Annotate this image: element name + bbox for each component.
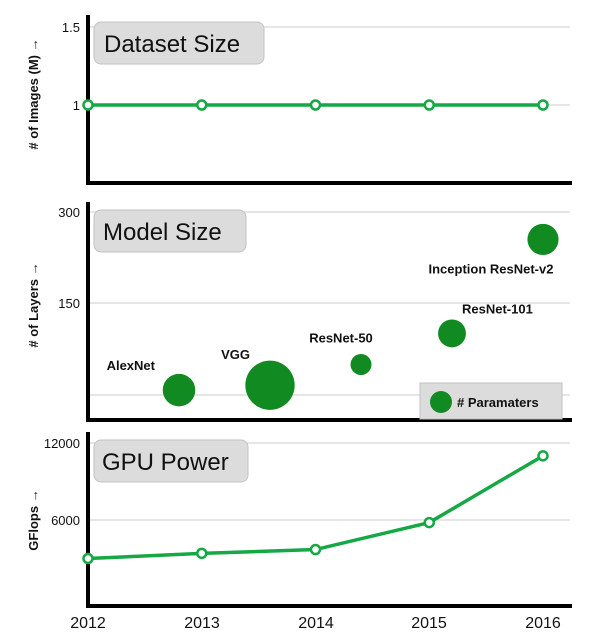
bubble-label-resnet-50: ResNet-50: [309, 331, 373, 346]
dataset-ylabel: # of Images (M) →: [26, 38, 41, 149]
gpu-point-2013: [196, 547, 208, 560]
legend-bubble: [430, 391, 452, 413]
gpu-title: GPU Power: [102, 449, 229, 476]
legend-text: # Paramaters: [457, 395, 539, 410]
dataset-point-2012: [82, 99, 94, 111]
dataset-point-2015: [423, 99, 435, 111]
bubble-alexnet: [162, 373, 196, 407]
bubble-resnet-50: [350, 354, 372, 375]
gpu-ytick-6000: 6000: [51, 513, 80, 528]
xtick-2014: 2014: [298, 615, 334, 632]
xtick-2015: 2015: [411, 615, 447, 632]
bubble-resnet-101: [438, 319, 466, 348]
bubble-vgg: [245, 360, 295, 410]
gpu-point-2016: [537, 450, 549, 462]
model-ylabel: # of Layers →: [26, 262, 41, 347]
dataset-title: Dataset Size: [104, 31, 240, 58]
bubble-label-resnet-101: ResNet-101: [462, 301, 533, 316]
bubble-inception-resnet-v2: [527, 223, 559, 256]
bubble-label-vgg: VGG: [221, 347, 250, 362]
model-title: Model Size: [103, 219, 222, 246]
gpu-point-2014: [309, 543, 322, 556]
bubble-label-inception-resnet-v2: Inception ResNet-v2: [429, 261, 554, 276]
gpu-title-box: [93, 439, 249, 483]
dataset-ytick-1.5: 1.5: [62, 20, 80, 35]
gpu-point-2012: [82, 552, 94, 565]
dataset-title-box: [93, 21, 265, 65]
xtick-2013: 2013: [184, 615, 220, 632]
model-ytick-300: 300: [58, 205, 80, 220]
bubble-label-alexnet: AlexNet: [107, 358, 156, 373]
dataset-ytick-1: 1: [73, 98, 80, 113]
xtick-2012: 2012: [70, 615, 106, 632]
dataset-point-2013: [196, 99, 208, 111]
model-ytick-150: 150: [58, 296, 80, 311]
gpu-point-2015: [423, 516, 435, 529]
xtick-2016: 2016: [525, 615, 561, 632]
dataset-point-2016: [537, 99, 549, 111]
model-title-box: [93, 209, 247, 253]
dataset-point-2014: [309, 99, 322, 111]
gpu-ytick-12000: 12000: [44, 436, 80, 451]
gpu-ylabel: GFlops →: [26, 489, 41, 550]
